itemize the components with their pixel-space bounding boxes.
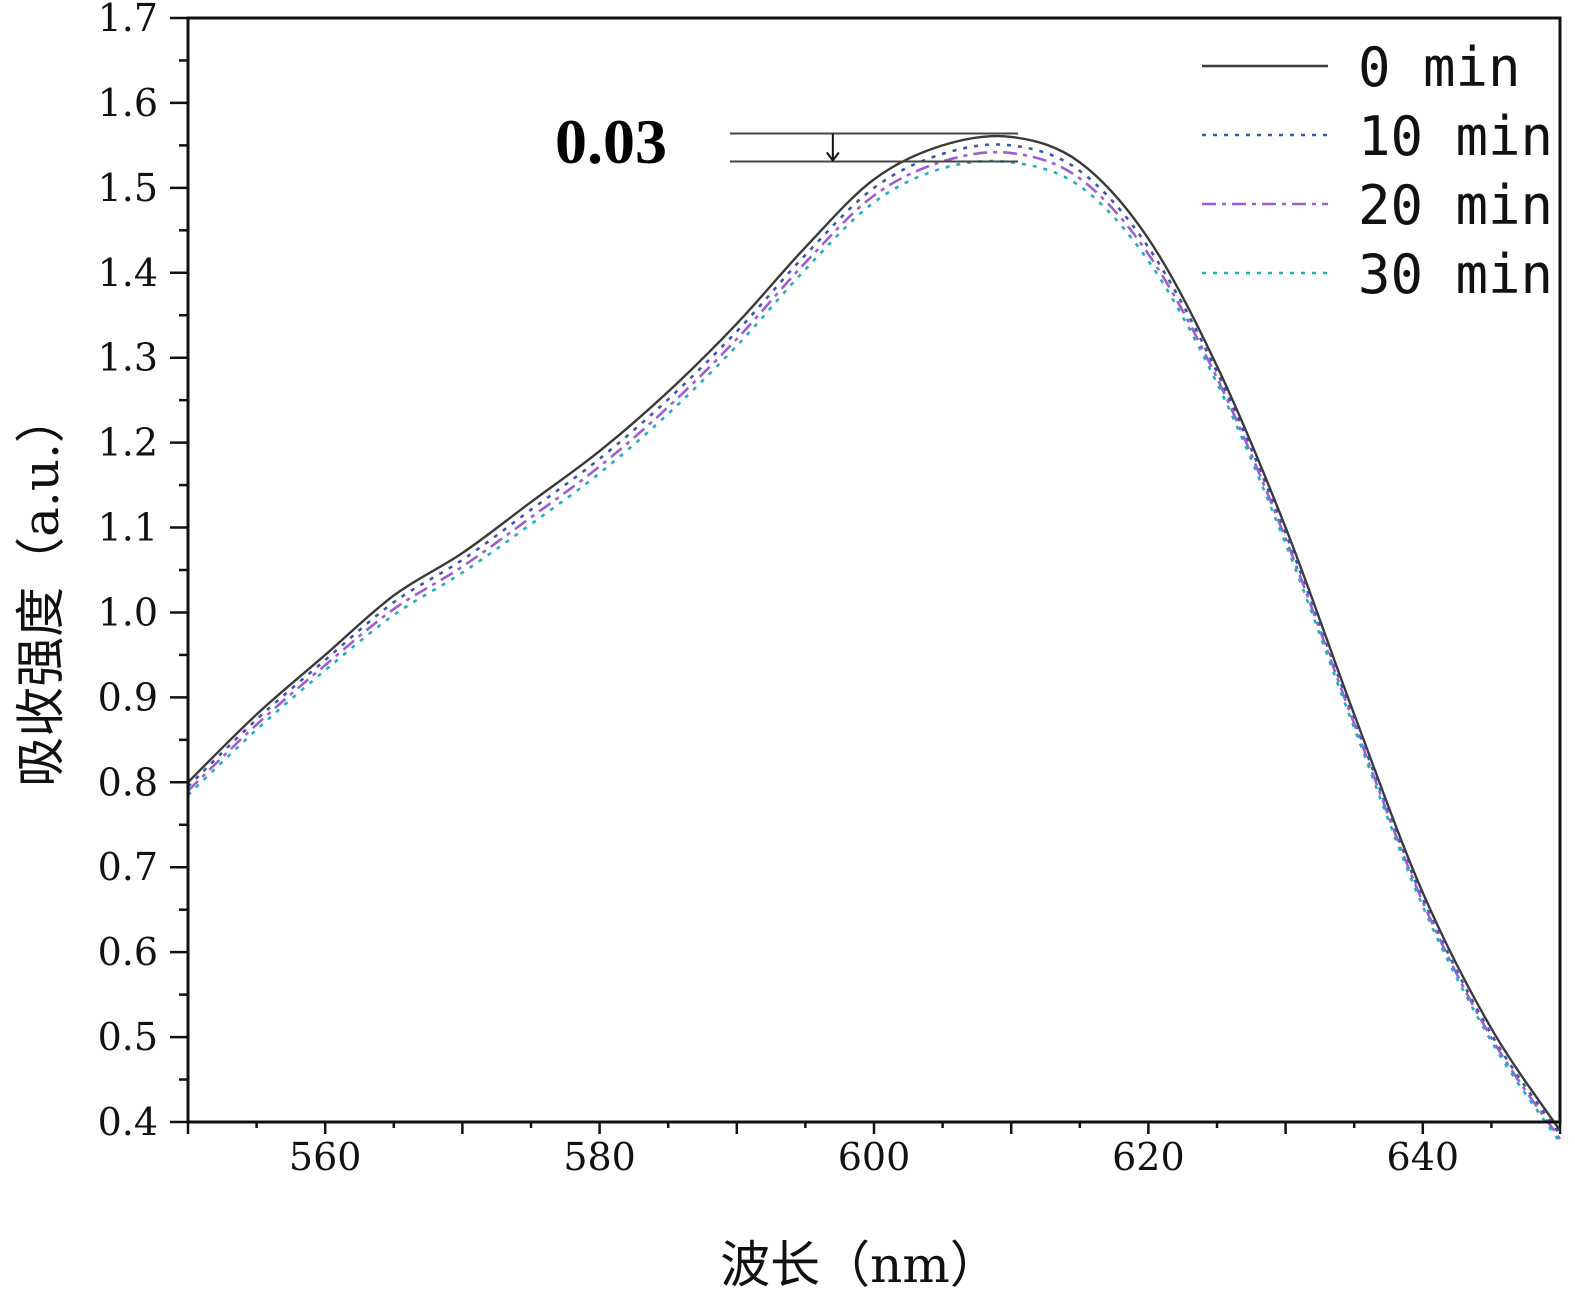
x-tick-label: 560 xyxy=(289,1135,362,1179)
y-tick-label: 0.6 xyxy=(98,930,158,974)
series-line-10-min xyxy=(187,143,1562,1136)
plot-frame xyxy=(186,16,1562,1124)
y-tick-label: 1.0 xyxy=(98,590,158,634)
y-tick-label: 1.2 xyxy=(98,421,158,465)
y-tick-labels: 0.4 0.5 0.6 0.7 0.8 0.9 1.0 1.1 1.2 1.3 1.4 1.5 1.6 1… xyxy=(98,0,158,1144)
annotation-arrow-head xyxy=(826,151,840,163)
x-tick-label: 580 xyxy=(563,1135,636,1179)
x-tick-label: 620 xyxy=(1112,1135,1185,1179)
x-tick-label: 600 xyxy=(838,1135,911,1179)
y-tick-label: 1.4 xyxy=(98,251,158,295)
series-line-30-min xyxy=(187,159,1562,1144)
x-tick-labels: 560 580 600 620 640 xyxy=(289,1135,1459,1179)
legend-label: 20 min xyxy=(1358,174,1553,237)
series-line-20-min xyxy=(187,150,1562,1140)
y-tick-label: 1.3 xyxy=(98,336,158,380)
series-line-0-min xyxy=(187,134,1561,1132)
y-tick-label: 0.8 xyxy=(98,760,158,804)
y-tick-label: 1.7 xyxy=(98,0,158,40)
y-tick-label: 1.6 xyxy=(98,81,158,125)
plot-area xyxy=(187,134,1562,1144)
legend-label: 10 min xyxy=(1358,105,1553,168)
y-tick-label: 1.1 xyxy=(98,506,158,550)
y-tick-label: 0.9 xyxy=(98,675,158,719)
y-tick-label: 0.7 xyxy=(98,845,158,889)
y-tick-label: 1.5 xyxy=(98,166,158,210)
legend-label: 30 min xyxy=(1358,243,1553,306)
y-tick-label: 0.4 xyxy=(98,1100,158,1144)
annotation-label: 0.03 xyxy=(555,106,667,177)
y-tick-label: 0.5 xyxy=(98,1015,158,1059)
legend-label: 0 min xyxy=(1358,36,1521,99)
y-axis-title: 吸收强度（a.u.） xyxy=(12,393,70,787)
x-tick-label: 640 xyxy=(1387,1135,1460,1179)
peak-drop-annotation: 0.03 xyxy=(555,106,1019,177)
x-axis-title: 波长（nm） xyxy=(720,1236,1000,1294)
